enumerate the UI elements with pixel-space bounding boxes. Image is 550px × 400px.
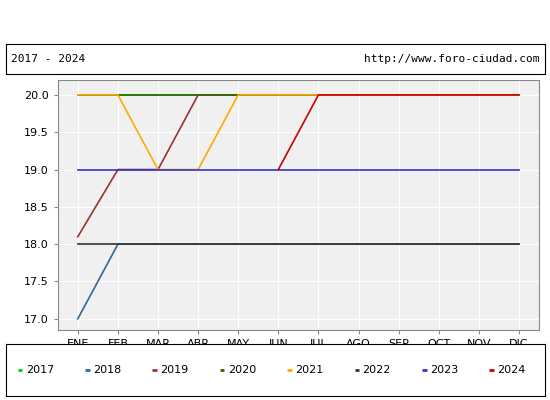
- Text: 2017: 2017: [26, 365, 54, 375]
- Text: 2020: 2020: [228, 365, 256, 375]
- Text: 2019: 2019: [161, 365, 189, 375]
- Text: 2017 - 2024: 2017 - 2024: [11, 54, 85, 64]
- Text: 2018: 2018: [93, 365, 122, 375]
- Text: 2021: 2021: [295, 365, 323, 375]
- Text: 2022: 2022: [362, 365, 391, 375]
- Text: 2023: 2023: [430, 365, 458, 375]
- Text: http://www.foro-ciudad.com: http://www.foro-ciudad.com: [364, 54, 539, 64]
- Text: 2024: 2024: [497, 365, 526, 375]
- Text: Evolucion num de emigrantes en Neila: Evolucion num de emigrantes en Neila: [126, 14, 424, 28]
